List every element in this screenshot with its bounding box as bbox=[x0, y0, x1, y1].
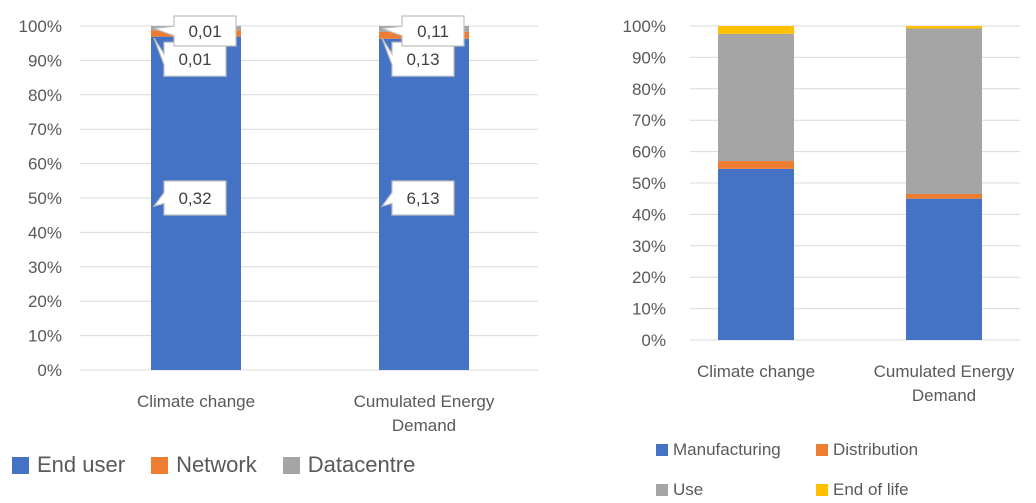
bar-manufacturing-cumulated-energy-demand bbox=[906, 198, 982, 340]
x-category-label: Climate change bbox=[697, 362, 815, 381]
bar-distribution-cumulated-energy-demand bbox=[906, 193, 982, 199]
legend-swatch-use bbox=[656, 484, 668, 496]
bar-end-of-life-climate-change bbox=[718, 26, 794, 34]
legend-label-end-user: End user bbox=[37, 452, 126, 477]
y-tick-label: 90% bbox=[632, 48, 666, 67]
legend-label-use: Use bbox=[673, 480, 704, 499]
legend-swatch-datacentre bbox=[282, 456, 300, 474]
y-tick-label: 50% bbox=[632, 174, 666, 193]
data-label-network-climate-change: 0,01 bbox=[178, 50, 211, 69]
y-tick-label: 30% bbox=[632, 237, 666, 256]
data-label-datacentre-climate-change: 0,01 bbox=[188, 22, 221, 41]
data-label-end-user-climate-change: 0,32 bbox=[178, 189, 211, 208]
y-tick-label: 80% bbox=[632, 80, 666, 99]
y-tick-label: 70% bbox=[632, 111, 666, 130]
legend-item-distribution: Distribution bbox=[816, 440, 976, 460]
bar-use-climate-change bbox=[718, 33, 794, 162]
callout-datacentre-cumulated-energy-demand bbox=[381, 15, 465, 47]
x-category-label: Demand bbox=[392, 416, 456, 435]
legend-item-end-of-life: End of life bbox=[816, 480, 976, 500]
y-tick-label: 100% bbox=[19, 17, 62, 36]
legend-label-network: Network bbox=[176, 452, 257, 477]
callout-datacentre-climate-change bbox=[153, 15, 237, 47]
y-tick-label: 90% bbox=[28, 51, 62, 70]
legend-swatch-manufacturing bbox=[656, 444, 668, 456]
data-label-end-user-cumulated-energy-demand: 6,13 bbox=[406, 189, 439, 208]
legend-swatch-network bbox=[151, 456, 169, 474]
y-tick-label: 60% bbox=[28, 155, 62, 174]
y-tick-label: 20% bbox=[28, 292, 62, 311]
y-tick-label: 40% bbox=[632, 205, 666, 224]
legend-item-use: Use bbox=[656, 480, 816, 500]
y-tick-label: 100% bbox=[623, 17, 666, 36]
x-category-label: Climate change bbox=[137, 392, 255, 411]
callout-network-climate-change bbox=[153, 37, 227, 77]
callout-end-user-climate-change bbox=[152, 180, 227, 216]
data-label-datacentre-cumulated-energy-demand: 0,11 bbox=[417, 22, 449, 41]
y-tick-label: 40% bbox=[28, 223, 62, 242]
callout-network-cumulated-energy-demand bbox=[381, 37, 455, 77]
legend-item-end-user: End user bbox=[12, 452, 125, 478]
x-category-label: Demand bbox=[912, 386, 976, 405]
legend-swatch-end-of-life bbox=[816, 484, 828, 496]
chart-2: 0% 10% 20% 30% 40% 50% 60% 70% 80% 90% 100% Climate… bbox=[623, 17, 1020, 405]
legend-label-manufacturing: Manufacturing bbox=[673, 440, 781, 459]
legend-label-end-of-life: End of life bbox=[833, 480, 909, 499]
legend-item-network: Network bbox=[151, 452, 257, 478]
legend-swatch-end-user bbox=[12, 456, 29, 474]
y-tick-label: 20% bbox=[632, 268, 666, 287]
data-label-network-cumulated-energy-demand: 0,13 bbox=[406, 50, 439, 69]
x-category-label: Cumulated Energy bbox=[354, 392, 495, 411]
callout-end-user-cumulated-energy-demand bbox=[380, 180, 455, 216]
legend-chart-2: Manufacturing Distribution Use End of li… bbox=[656, 440, 986, 500]
legend-chart-1: End user Network Datacentre bbox=[12, 452, 415, 478]
chart-1: 0% 10% 20% 30% 40% 50% 60% 70% 80% 90% 100% Climate… bbox=[19, 15, 538, 435]
legend-item-manufacturing: Manufacturing bbox=[656, 440, 816, 460]
y-tick-label: 80% bbox=[28, 86, 62, 105]
bar-distribution-climate-change bbox=[718, 161, 794, 169]
y-tick-label: 10% bbox=[28, 327, 62, 346]
y-tick-label: 10% bbox=[632, 300, 666, 319]
bar-manufacturing-climate-change bbox=[718, 168, 794, 340]
y-tick-label: 60% bbox=[632, 143, 666, 162]
y-tick-label: 30% bbox=[28, 258, 62, 277]
bar-use-cumulated-energy-demand bbox=[906, 28, 982, 194]
bar-end-of-life-cumulated-energy-demand bbox=[906, 26, 982, 29]
legend-label-distribution: Distribution bbox=[833, 440, 919, 459]
y-tick-label: 70% bbox=[28, 120, 62, 139]
y-tick-label: 50% bbox=[28, 189, 62, 208]
y-tick-label: 0% bbox=[37, 361, 62, 380]
legend-swatch-distribution bbox=[816, 444, 828, 456]
y-tick-label: 0% bbox=[641, 331, 666, 350]
legend-label-datacentre: Datacentre bbox=[307, 452, 416, 477]
legend-item-datacentre: Datacentre bbox=[282, 452, 416, 478]
x-category-label: Cumulated Energy bbox=[874, 362, 1015, 381]
